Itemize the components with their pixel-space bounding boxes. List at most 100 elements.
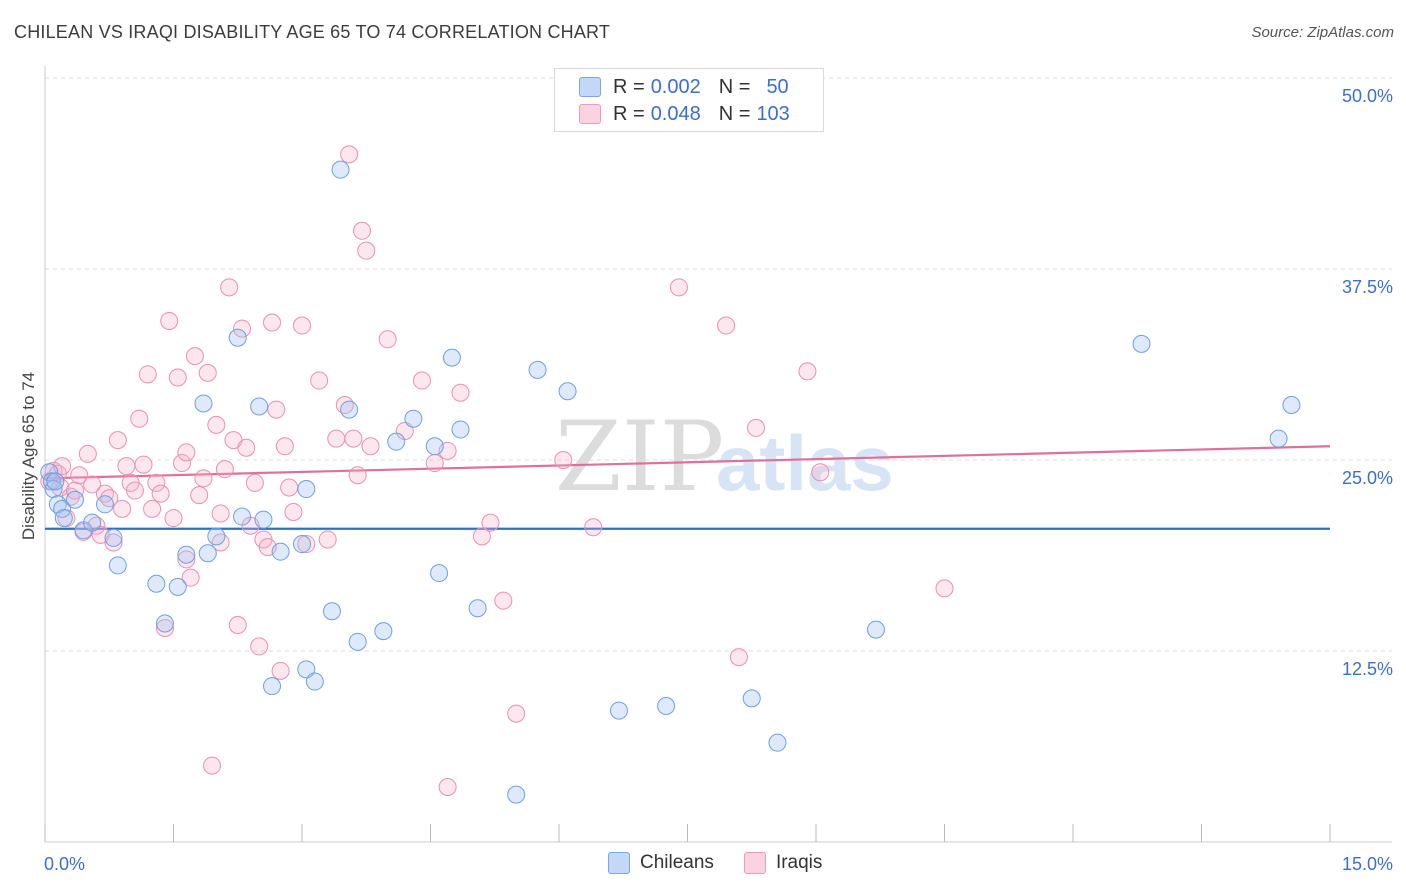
iraqis-point (134, 455, 153, 474)
iraqis-point (451, 383, 470, 402)
chileans-point (1269, 429, 1288, 448)
iraqis-point (215, 460, 234, 479)
iraqis-point (348, 466, 367, 485)
iraqis-point (125, 481, 144, 500)
chileans-point (271, 542, 290, 561)
iraqis-point (194, 469, 213, 488)
chileans-point (609, 701, 628, 720)
chileans-point (228, 328, 247, 347)
chileans-point (54, 509, 73, 528)
chileans-point (198, 544, 217, 563)
iraqis-point (130, 409, 149, 428)
chileans-point (468, 599, 487, 618)
iraqis-point (412, 371, 431, 390)
chileans-point (507, 785, 526, 804)
iraqis-point (935, 579, 954, 598)
chileans-point (147, 574, 166, 593)
axes (44, 66, 1392, 843)
legend-item-chileans[interactable]: Chileans (608, 852, 714, 874)
iraqis-point (275, 437, 294, 456)
r-value: 0.002 (650, 75, 701, 98)
data-points (40, 145, 1301, 804)
iraqis-point (181, 568, 200, 587)
iraqis-point (494, 591, 513, 610)
chileans-point (104, 528, 123, 547)
chileans-point (322, 602, 341, 621)
chileans-swatch (579, 77, 601, 97)
iraqis-swatch (579, 104, 601, 124)
n-value: 103 (756, 102, 790, 125)
iraqis-point (352, 221, 371, 240)
n-label: N = (718, 75, 751, 98)
iraqis-point (584, 518, 603, 537)
iraqis-point (233, 319, 252, 338)
iraqis-point (340, 145, 359, 164)
series-legend: Chileans Iraqis (608, 852, 852, 874)
iraqis-point (207, 415, 226, 434)
iraqis-point (147, 473, 166, 492)
watermark: ZIP atlas (555, 401, 894, 513)
iraqis-point (263, 313, 282, 332)
iraqis-point (185, 347, 204, 366)
iraqis-trend-line (44, 445, 1331, 480)
chileans-point (340, 400, 359, 419)
watermark-zip: ZIP (555, 401, 724, 513)
iraqis-point (425, 454, 444, 473)
chileans-point (108, 556, 127, 575)
iraqis-point (83, 475, 102, 494)
iraqis-point (245, 473, 264, 492)
iraqis-point (117, 457, 136, 476)
y-tick-label: 50.0% (1342, 86, 1393, 106)
iraqis-point (190, 486, 209, 505)
trend-lines (44, 445, 1331, 530)
iraqis-point (228, 616, 247, 635)
chileans-point (387, 432, 406, 451)
chart-title: CHILEAN VS IRAQI DISABILITY AGE 65 TO 74… (14, 22, 611, 42)
chileans-point (742, 689, 761, 708)
chileans-point (46, 472, 65, 491)
iraqis-point (177, 443, 196, 462)
y-tick-label: 37.5% (1342, 277, 1393, 297)
iraqis-point (811, 463, 830, 482)
chileans-point (866, 620, 885, 639)
iraqis-point (151, 484, 170, 503)
legend-label: Iraqis (775, 852, 823, 873)
chileans-point (331, 160, 350, 179)
iraqis-point (280, 478, 299, 497)
chileans-point (250, 397, 269, 416)
iraqis-point (237, 438, 256, 457)
iraqis-point (211, 504, 230, 523)
iraqis-point (177, 550, 196, 569)
iraqis-point (267, 400, 286, 419)
chileans-point (263, 677, 282, 696)
iraqis-point (344, 429, 363, 448)
chileans-point (155, 614, 174, 633)
chileans-point (374, 622, 393, 641)
r-label: R = (613, 75, 645, 98)
iraqis-point (361, 437, 380, 456)
legend-item-iraqis[interactable]: Iraqis (743, 852, 823, 874)
chileans-point (168, 577, 187, 596)
legend-label: Chileans (640, 852, 714, 873)
chileans-point (293, 535, 311, 554)
iraqis-point (669, 278, 688, 297)
iraqis-point (138, 365, 157, 384)
r-label: R = (613, 102, 645, 125)
chileans-point (95, 495, 114, 514)
chileans-point (53, 499, 72, 518)
chileans-point (451, 420, 470, 439)
iraqis-swatch (743, 852, 766, 874)
legend-row-iraqis: R = 0.048 N = 103 (579, 102, 790, 126)
chileans-point (425, 437, 444, 456)
y-tick-label: 25.0% (1342, 468, 1393, 488)
r-value: 0.048 (650, 102, 701, 125)
chileans-point (194, 394, 213, 413)
chileans-point (83, 513, 102, 532)
n-value: 50 (766, 75, 789, 98)
iraqis-point (250, 637, 269, 656)
iraqis-point (164, 509, 183, 528)
chileans-point (348, 632, 367, 651)
chileans-point (442, 348, 461, 367)
iraqis-point (472, 527, 491, 546)
